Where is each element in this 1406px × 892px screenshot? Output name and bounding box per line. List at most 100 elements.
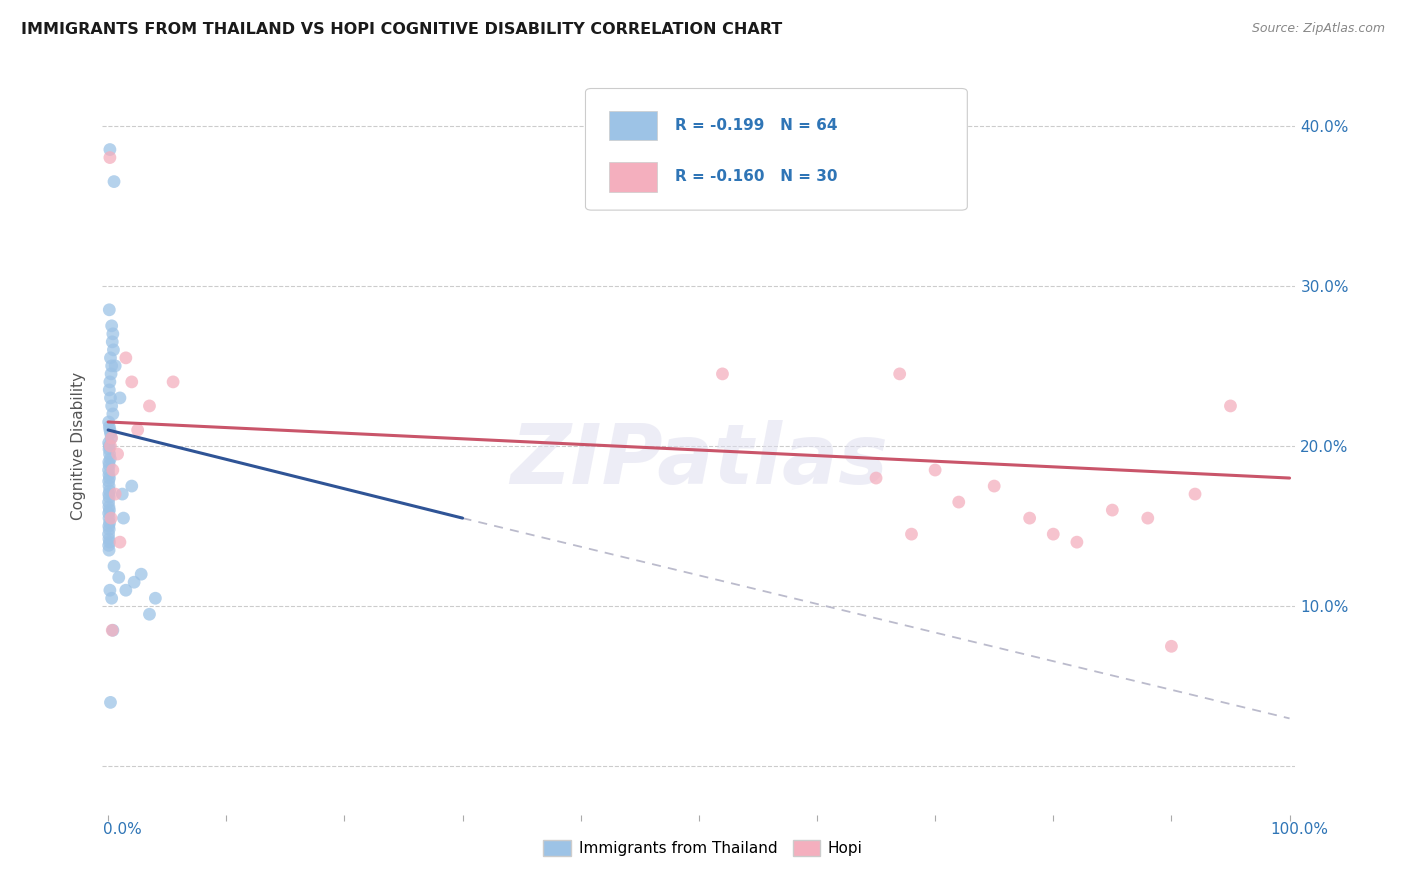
Point: [948, 495, 970, 509]
Point: [98, 439, 121, 453]
FancyBboxPatch shape: [609, 162, 657, 192]
Point: [138, 399, 160, 413]
Point: [924, 463, 946, 477]
Point: [104, 487, 127, 501]
Point: [127, 423, 149, 437]
Point: [100, 426, 122, 441]
Point: [98, 511, 121, 525]
Point: [115, 351, 138, 365]
Point: [1219, 399, 1241, 413]
Text: Source: ZipAtlas.com: Source: ZipAtlas.com: [1251, 22, 1385, 36]
Text: R = -0.160   N = 30: R = -0.160 N = 30: [675, 169, 838, 185]
Point: [98, 458, 121, 473]
FancyBboxPatch shape: [585, 88, 967, 211]
Point: [97, 500, 120, 514]
Point: [98, 442, 121, 457]
Point: [162, 375, 184, 389]
Point: [98, 535, 121, 549]
FancyBboxPatch shape: [609, 111, 657, 140]
Point: [983, 479, 1005, 493]
Point: [100, 431, 122, 445]
Point: [98, 375, 121, 389]
Point: [97, 455, 120, 469]
Point: [145, 591, 167, 606]
Point: [103, 343, 125, 357]
Point: [97, 467, 120, 482]
Point: [98, 483, 121, 498]
Point: [101, 407, 124, 421]
Point: [97, 415, 120, 429]
Point: [889, 367, 911, 381]
Point: [1160, 640, 1182, 654]
Point: [98, 423, 121, 437]
Point: [97, 463, 120, 477]
Point: [100, 399, 122, 413]
Point: [138, 607, 160, 622]
Point: [98, 143, 121, 157]
Point: [98, 490, 121, 504]
Point: [100, 431, 122, 445]
Point: [101, 463, 124, 477]
Point: [1042, 527, 1064, 541]
Point: [121, 479, 143, 493]
Point: [97, 495, 120, 509]
Point: [108, 391, 131, 405]
Point: [900, 527, 922, 541]
Point: [98, 471, 121, 485]
Point: [100, 695, 122, 709]
Point: [101, 334, 124, 349]
Point: [97, 475, 120, 489]
Point: [100, 318, 122, 333]
Point: [711, 367, 734, 381]
Point: [100, 391, 122, 405]
Point: [1136, 511, 1159, 525]
Text: ZIPatlas: ZIPatlas: [510, 420, 887, 501]
Point: [112, 511, 135, 525]
Point: [98, 451, 121, 466]
Text: 0.0%: 0.0%: [103, 822, 142, 838]
Point: [830, 191, 852, 205]
Point: [98, 522, 121, 536]
Point: [1018, 511, 1040, 525]
Point: [129, 567, 152, 582]
Point: [107, 447, 129, 461]
Point: [97, 527, 120, 541]
Point: [111, 487, 134, 501]
Legend: Immigrants from Thailand, Hopi: Immigrants from Thailand, Hopi: [537, 834, 869, 862]
Text: R = -0.199   N = 64: R = -0.199 N = 64: [675, 118, 838, 133]
Point: [98, 479, 121, 493]
Point: [107, 570, 129, 584]
Point: [100, 591, 122, 606]
Point: [1066, 535, 1088, 549]
Point: [98, 302, 121, 317]
Point: [104, 359, 127, 373]
Point: [97, 519, 120, 533]
Point: [101, 624, 124, 638]
Point: [1184, 487, 1206, 501]
Point: [97, 487, 120, 501]
Point: [100, 511, 122, 525]
Point: [121, 375, 143, 389]
Point: [98, 419, 121, 434]
Point: [865, 471, 887, 485]
Point: [108, 535, 131, 549]
Text: IMMIGRANTS FROM THAILAND VS HOPI COGNITIVE DISABILITY CORRELATION CHART: IMMIGRANTS FROM THAILAND VS HOPI COGNITI…: [21, 22, 782, 37]
Point: [97, 532, 120, 546]
Point: [103, 175, 125, 189]
Point: [100, 367, 122, 381]
Point: [98, 383, 121, 397]
Point: [100, 359, 122, 373]
Point: [122, 575, 145, 590]
Point: [98, 503, 121, 517]
Point: [100, 439, 122, 453]
Y-axis label: Cognitive Disability: Cognitive Disability: [72, 372, 86, 520]
Point: [98, 583, 121, 598]
Point: [1101, 503, 1123, 517]
Point: [98, 543, 121, 558]
Point: [97, 506, 120, 520]
Point: [101, 326, 124, 341]
Point: [100, 351, 122, 365]
Point: [98, 516, 121, 530]
Text: 100.0%: 100.0%: [1271, 822, 1329, 838]
Point: [98, 447, 121, 461]
